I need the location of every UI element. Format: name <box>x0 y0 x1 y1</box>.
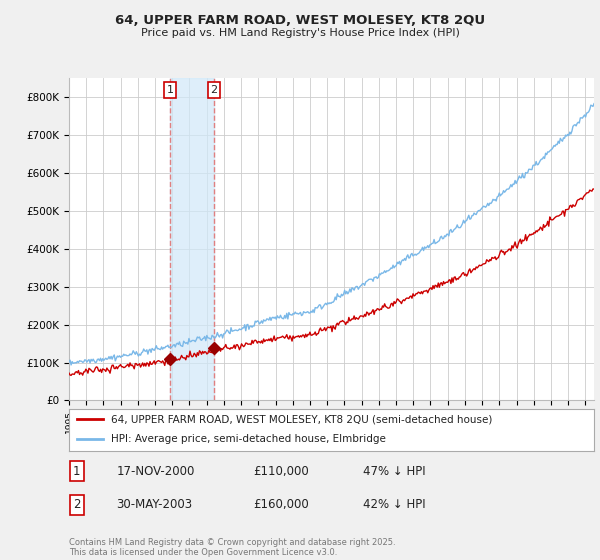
Text: 2: 2 <box>73 498 80 511</box>
Text: 64, UPPER FARM ROAD, WEST MOLESEY, KT8 2QU (semi-detached house): 64, UPPER FARM ROAD, WEST MOLESEY, KT8 2… <box>111 414 493 424</box>
Text: 64, UPPER FARM ROAD, WEST MOLESEY, KT8 2QU: 64, UPPER FARM ROAD, WEST MOLESEY, KT8 2… <box>115 14 485 27</box>
Text: 30-MAY-2003: 30-MAY-2003 <box>116 498 193 511</box>
Text: HPI: Average price, semi-detached house, Elmbridge: HPI: Average price, semi-detached house,… <box>111 434 386 444</box>
Text: 1: 1 <box>167 85 174 95</box>
Text: £110,000: £110,000 <box>253 465 308 478</box>
Text: Price paid vs. HM Land Registry's House Price Index (HPI): Price paid vs. HM Land Registry's House … <box>140 28 460 38</box>
Text: 17-NOV-2000: 17-NOV-2000 <box>116 465 194 478</box>
Text: £160,000: £160,000 <box>253 498 308 511</box>
Text: 47% ↓ HPI: 47% ↓ HPI <box>363 465 425 478</box>
Bar <box>170 78 214 400</box>
Text: 2: 2 <box>211 85 217 95</box>
Text: 1: 1 <box>73 465 80 478</box>
Text: 42% ↓ HPI: 42% ↓ HPI <box>363 498 425 511</box>
Text: Contains HM Land Registry data © Crown copyright and database right 2025.
This d: Contains HM Land Registry data © Crown c… <box>69 538 395 557</box>
